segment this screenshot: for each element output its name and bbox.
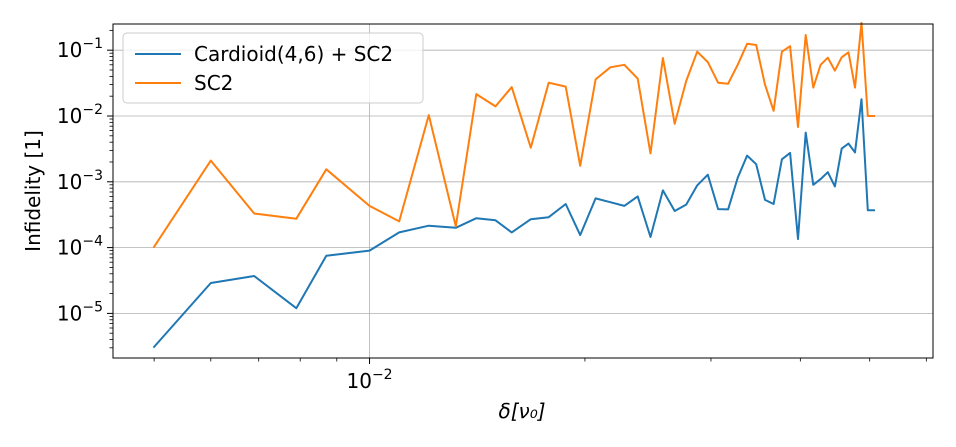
axis-ticks: 10−1 10−2 10−3 10−4 10−5 10−2 xyxy=(57,29,927,393)
x-tick-label: 10−2 xyxy=(346,367,392,393)
y-tick-label: 10−2 xyxy=(57,102,103,128)
series-lines xyxy=(152,21,875,349)
legend: Cardioid(4,6) + SC2 SC2 xyxy=(122,32,424,104)
y-tick-label: 10−4 xyxy=(57,234,103,260)
legend-label-sc2: SC2 xyxy=(194,71,233,95)
y-tick-label: 10−1 xyxy=(57,36,103,62)
legend-label-cardioid: Cardioid(4,6) + SC2 xyxy=(194,42,393,66)
y-axis-label: Infidelity [1] xyxy=(21,130,45,252)
series-line-sc2 xyxy=(152,21,875,249)
y-tick-label: 10−5 xyxy=(57,299,103,325)
series-line-cardioid xyxy=(152,98,875,349)
legend-box xyxy=(122,32,424,104)
x-axis-label: δ[ν₀] xyxy=(498,399,545,423)
plot-frame xyxy=(112,23,934,359)
y-tick-label: 10−3 xyxy=(57,168,103,194)
